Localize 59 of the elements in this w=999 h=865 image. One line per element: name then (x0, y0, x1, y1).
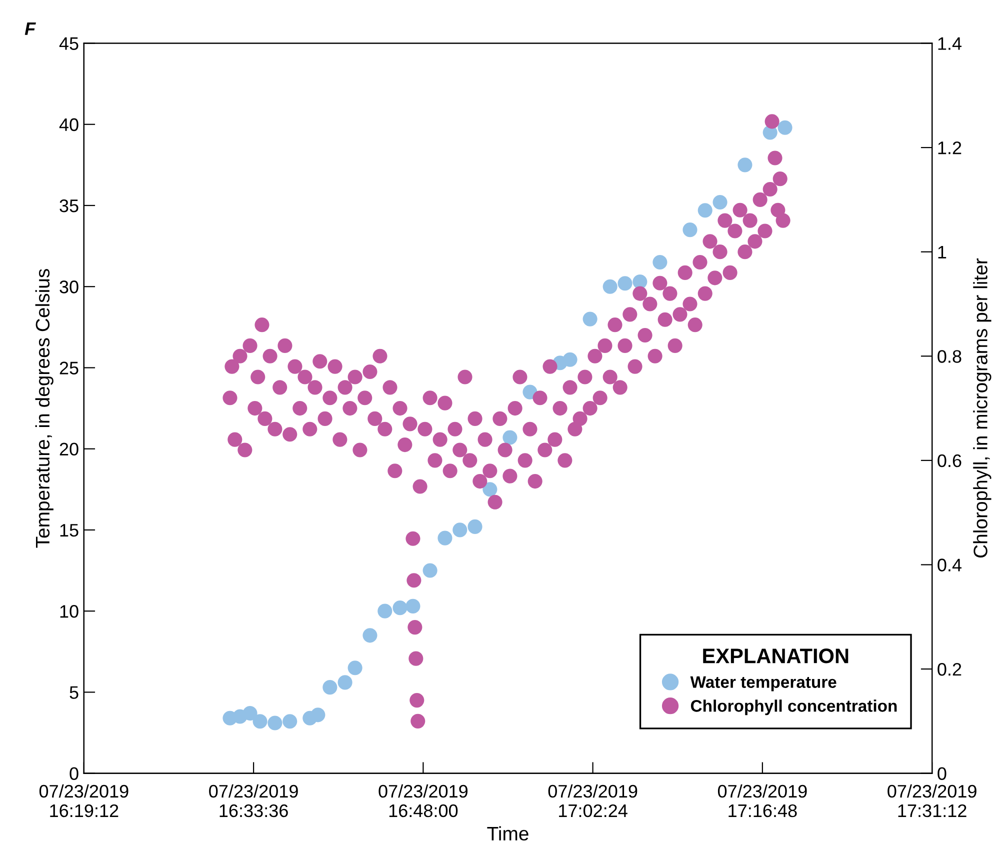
y-tick-label: 35 (60, 199, 78, 212)
point (348, 660, 362, 676)
y2-tick-label: 0.6 (938, 454, 962, 468)
point (618, 276, 632, 291)
y2-tick-label: 0.2 (938, 662, 962, 676)
point (322, 680, 338, 695)
point (602, 279, 618, 294)
point (582, 312, 598, 326)
x-tick-label: 07/23/2019 16:48:00 (378, 784, 468, 818)
y-tick-label: 40 (59, 118, 78, 132)
point (362, 628, 378, 643)
y2-tick-label: 1.4 (938, 37, 962, 50)
point (422, 563, 438, 578)
y2-tick-label: 0 (938, 767, 946, 780)
point (778, 120, 792, 135)
y-tick-label: 0 (70, 767, 78, 780)
point (310, 708, 326, 722)
x-tick-label: 07/23/2019 16:33:36 (209, 784, 298, 818)
y-tick-label: 20 (60, 442, 78, 456)
point (338, 675, 352, 690)
x-tick-label: 07/23/2019 17:31:12 (888, 784, 976, 818)
chart-title: F (24, 22, 36, 35)
y-tick-label: 25 (60, 362, 78, 374)
point (268, 716, 282, 730)
point (682, 222, 698, 238)
point (652, 254, 668, 270)
point (712, 194, 728, 210)
y2-tick-label: 0.8 (938, 350, 962, 363)
y2-tick-label: 0.4 (938, 558, 962, 572)
y2-tick-label: 1.2 (938, 141, 962, 154)
point (392, 600, 408, 616)
point (378, 604, 392, 618)
legend-label: Chlorophyll concentration (690, 700, 897, 716)
y-tick-label: 10 (60, 605, 78, 618)
y-tick-label: 45 (59, 37, 78, 50)
y-tick-label: 5 (70, 686, 78, 699)
point (452, 522, 468, 538)
point (738, 158, 752, 172)
y-tick-label: 30 (60, 280, 78, 294)
x-tick-label: 07/23/2019 17:16:48 (718, 784, 807, 818)
point (282, 714, 298, 729)
x-axis-title: Time (487, 826, 528, 841)
point (242, 706, 258, 721)
point (482, 482, 498, 497)
x-tick-label: 07/23/2019 17:02:24 (548, 784, 638, 818)
point (562, 352, 578, 367)
point (698, 203, 712, 218)
point (252, 714, 268, 729)
y-axis-title: Temperature, in degrees Celsius (35, 269, 54, 548)
y2-axis-title: Chlorophyll, in micrograms per liter (973, 258, 992, 558)
point (468, 519, 482, 534)
point (406, 598, 420, 614)
x-tick-label: 07/23/2019 16:19:12 (39, 784, 128, 818)
legend-title: EXPLANATION (703, 648, 848, 664)
y2-tick-label: 1 (938, 246, 946, 258)
legend-label: Water temperature (690, 676, 836, 692)
point (502, 430, 518, 445)
point (438, 530, 452, 546)
y-tick-label: 15 (60, 524, 78, 537)
